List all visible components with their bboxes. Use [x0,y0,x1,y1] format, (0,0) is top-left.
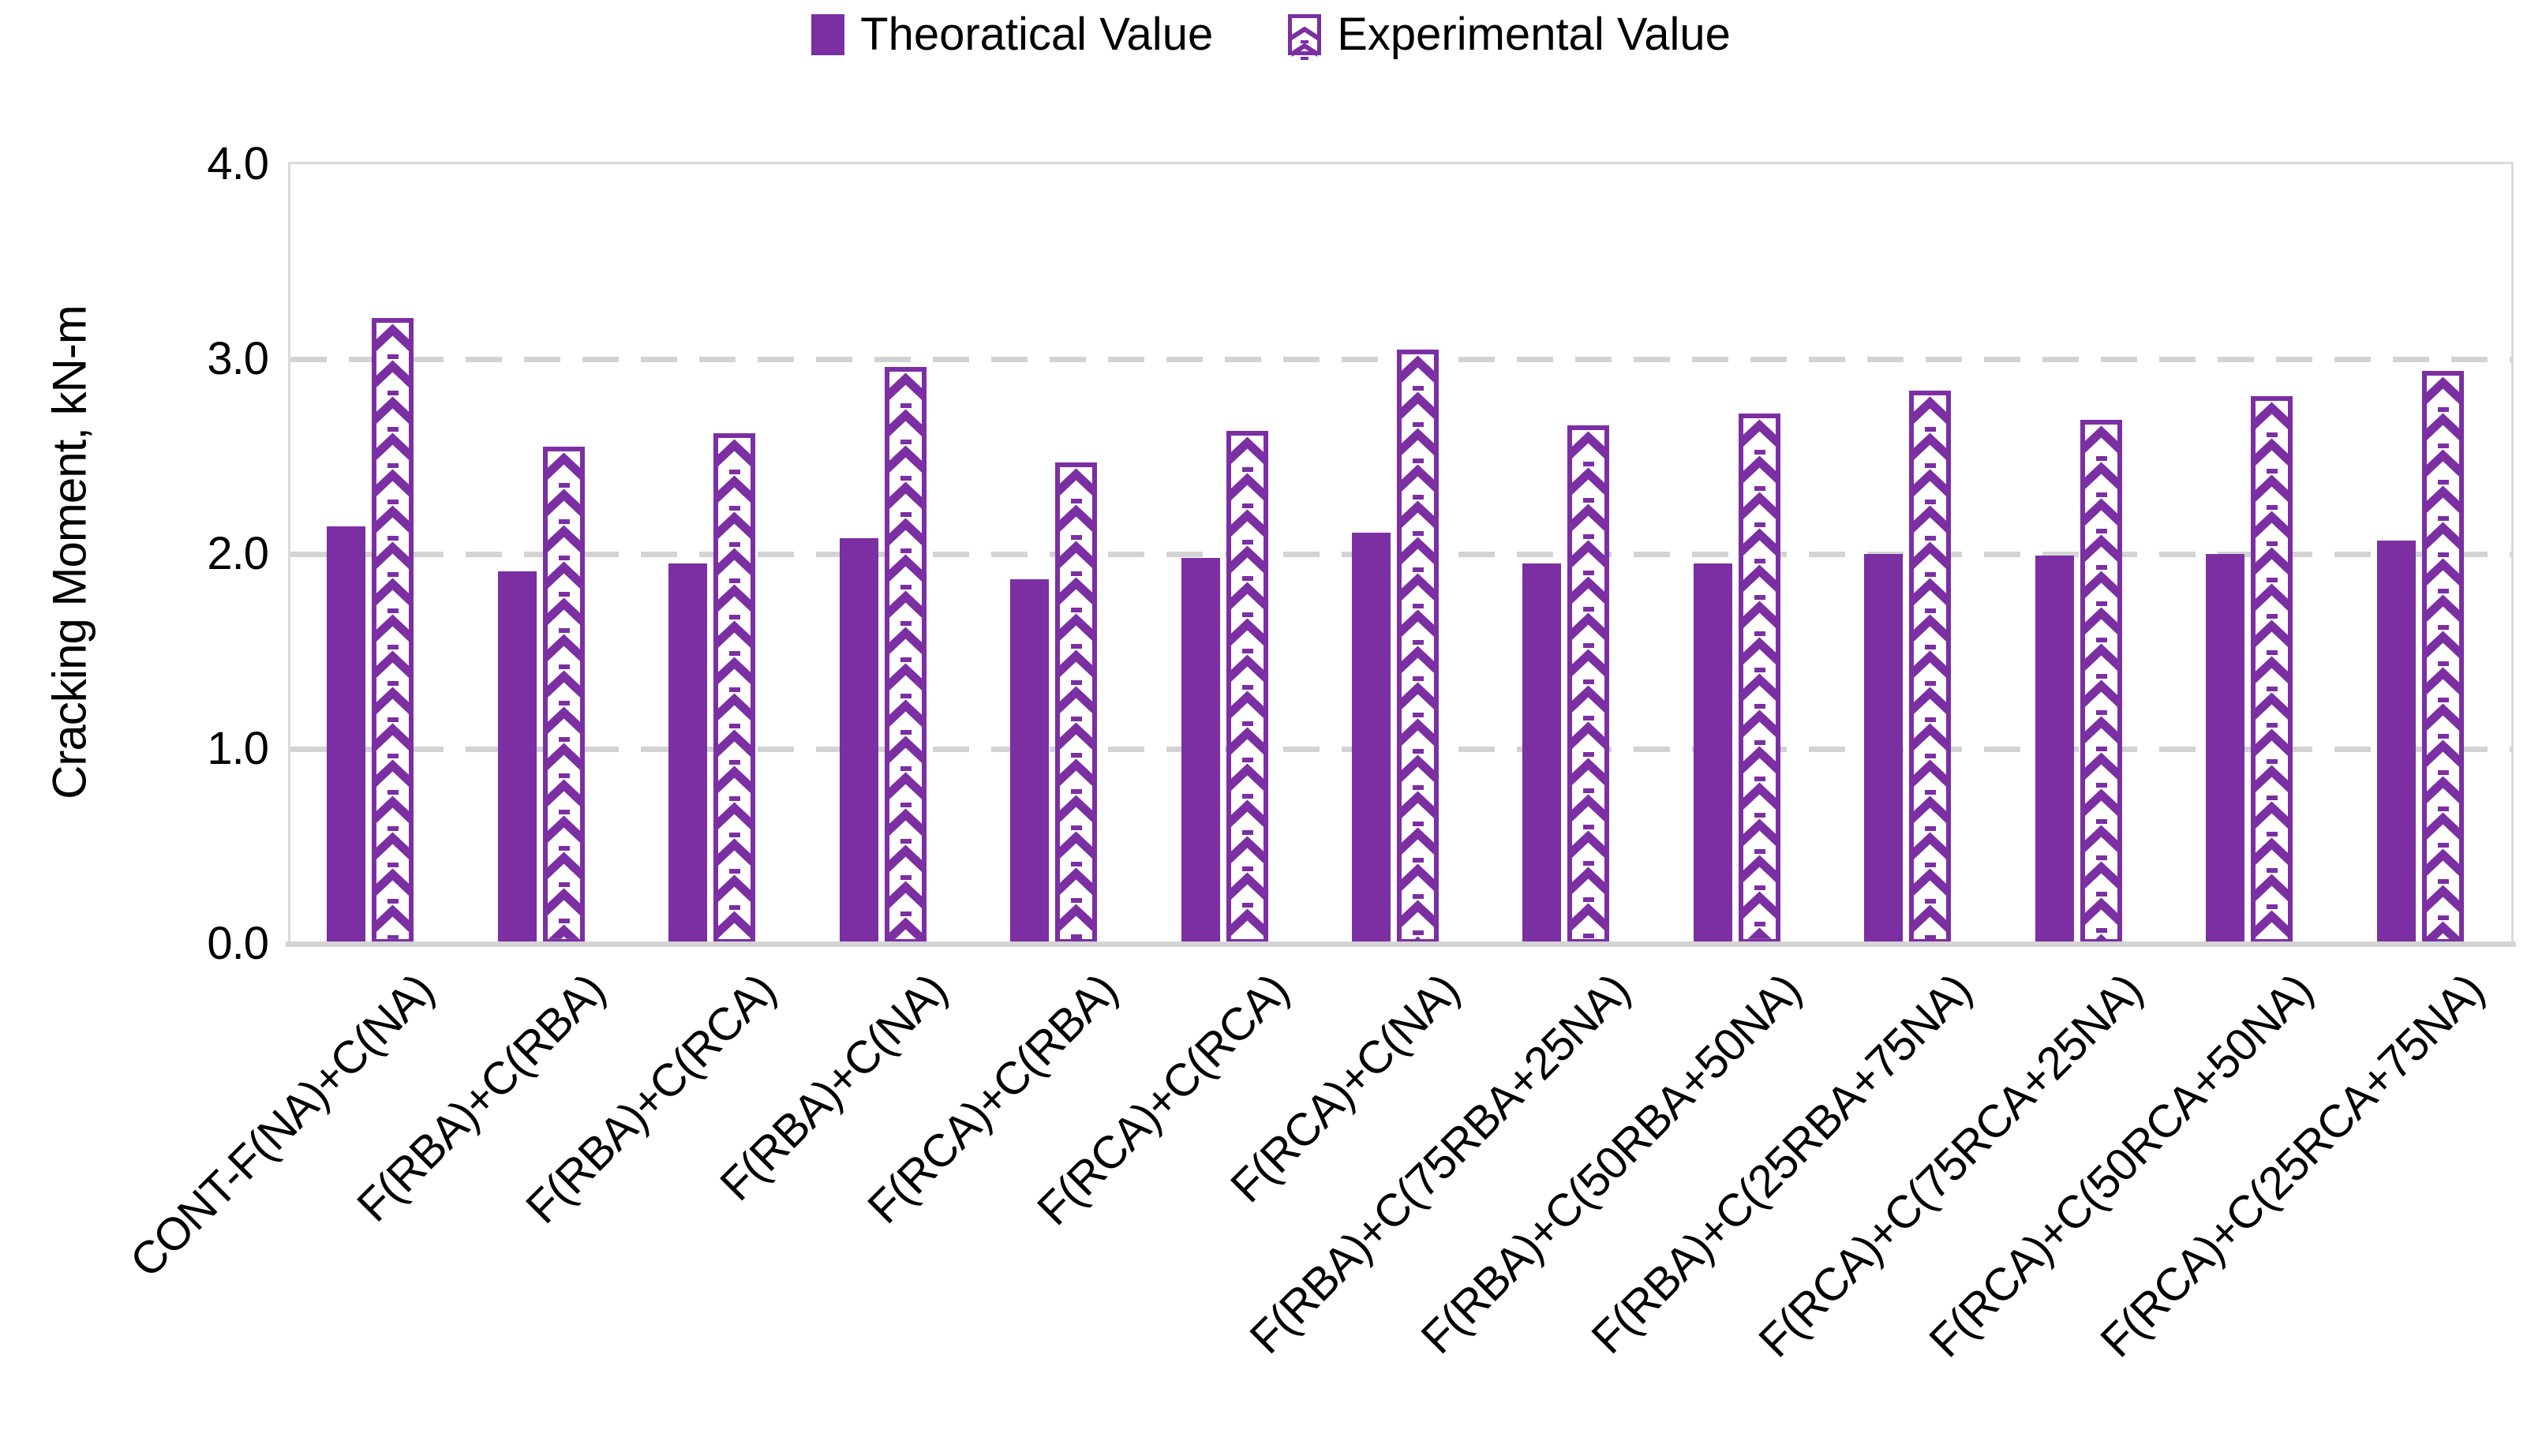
bar-theoretical [327,526,366,944]
bar-experimental [2251,395,2293,944]
bar-experimental [1055,462,1098,944]
bar-theoretical [1864,554,1904,944]
bar-experimental [1567,425,1610,944]
bar-theoretical [668,563,708,944]
bar-experimental [2421,370,2464,944]
bar-theoretical [839,538,878,944]
bar-experimental [1397,349,1439,944]
bar-experimental [1909,390,1952,944]
bar-theoretical [1010,579,1050,944]
bar-theoretical [2035,556,2074,944]
bar-theoretical [2206,554,2245,944]
bar-experimental [884,366,927,944]
bar-theoretical [497,571,537,944]
bar-theoretical [2376,540,2416,944]
bar-experimental [2080,419,2122,944]
legend-label-theoretical: Theoratical Value [860,9,1214,60]
y-tick-label: 0.0 [207,918,269,969]
experimental-series-swatch-icon [1288,13,1322,60]
legend-item-experimental: Experimental Value [1288,8,1731,61]
y-tick-label: 2.0 [207,528,269,579]
bar-theoretical [1693,563,1732,944]
bar-theoretical [1522,563,1562,944]
y-tick-label: 1.0 [207,723,269,774]
bar-experimental [1738,414,1780,944]
y-tick-label: 4.0 [207,138,269,189]
bar-experimental [1226,431,1268,944]
x-axis-line [286,941,2516,947]
x-category-label: CONT-F(NA)+C(NA) [120,964,444,1288]
bar-experimental [713,432,756,944]
plot-area [288,162,2514,944]
bar-theoretical [1181,557,1220,944]
y-axis-title: Cracking Moment, kN-m [43,305,96,799]
bar-experimental [372,318,414,944]
bar-experimental [542,447,585,944]
y-tick-label: 3.0 [207,333,269,384]
theoretical-series-swatch-icon [811,13,845,55]
legend-item-theoretical: Theoratical Value [811,8,1213,61]
legend-label-experimental: Experimental Value [1337,9,1731,60]
legend: Theoratical Value Experimental Value [0,8,2542,61]
bar-theoretical [1352,532,1391,944]
